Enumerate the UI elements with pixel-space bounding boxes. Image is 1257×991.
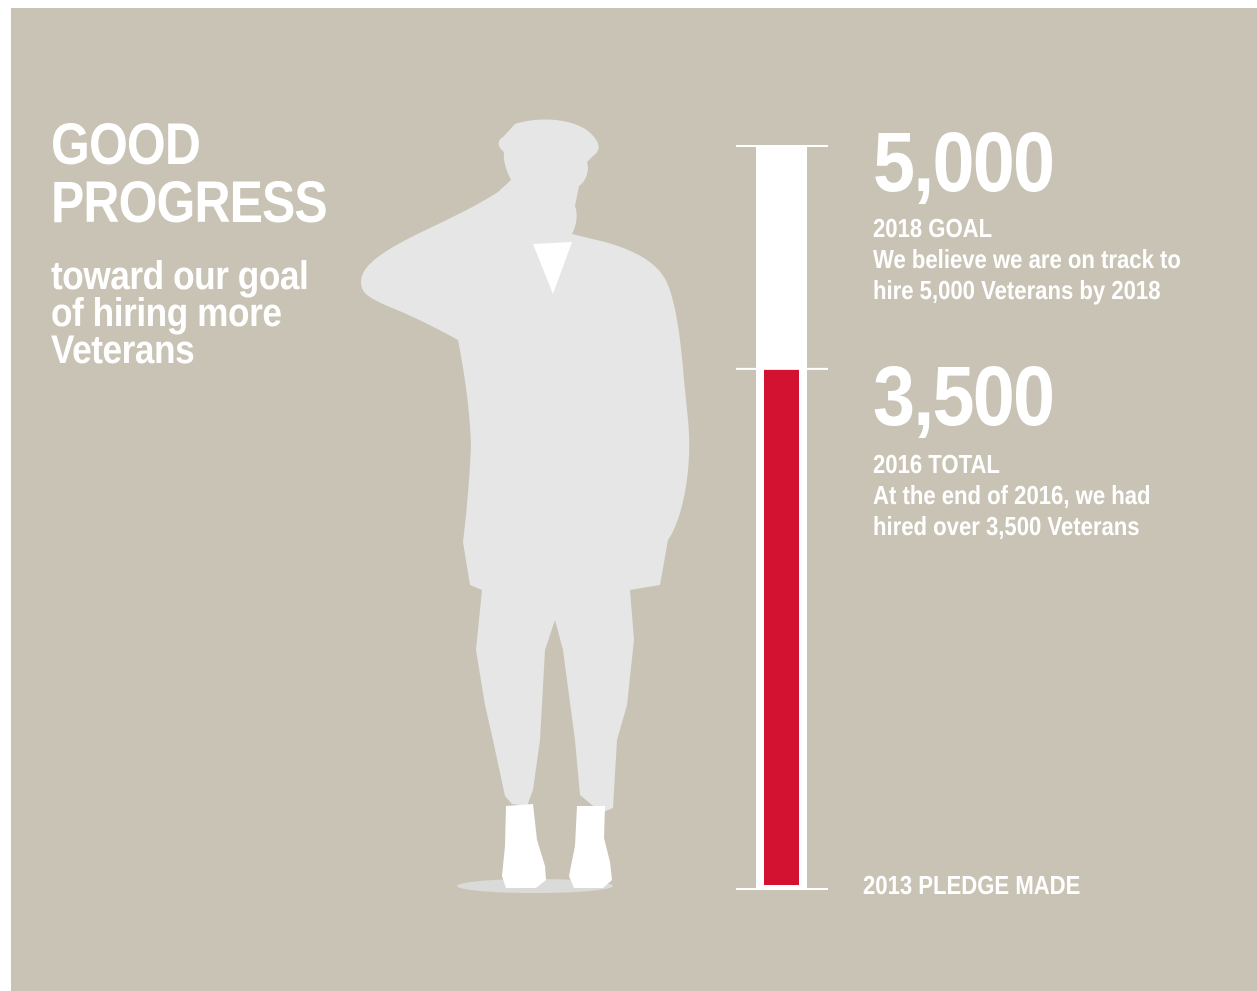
goal-heading: 2018 GOAL bbox=[873, 213, 993, 243]
total-text-line-2: hired over 3,500 Veterans bbox=[873, 511, 1140, 541]
headline-title-line-1: GOOD bbox=[51, 112, 201, 177]
saluting-soldier-silhouette-icon bbox=[360, 119, 690, 893]
progress-thermometer bbox=[736, 145, 828, 890]
soldier-body-shape bbox=[360, 119, 690, 812]
total-value-label: 3,500 bbox=[873, 349, 1055, 443]
soldier-left-boot bbox=[502, 804, 546, 888]
total-heading: 2016 TOTAL bbox=[873, 449, 1000, 479]
goal-text-line-1: We believe we are on track to bbox=[873, 244, 1181, 274]
goal-note: 2018 GOAL We believe we are on track to … bbox=[873, 213, 1213, 306]
headline-subtitle-line-2: of hiring more bbox=[51, 291, 282, 335]
total-text-line-1: At the end of 2016, we had bbox=[873, 480, 1151, 510]
goal-text-line-2: hire 5,000 Veterans by 2018 bbox=[873, 275, 1161, 305]
headline-title: GOOD PROGRESS bbox=[51, 112, 328, 235]
headline-title-line-2: PROGRESS bbox=[51, 170, 328, 235]
headline-subtitle-line-1: toward our goal bbox=[51, 254, 309, 298]
baseline-label: 2013 PLEDGE MADE bbox=[863, 870, 1081, 900]
goal-value-label: 5,000 bbox=[873, 115, 1055, 209]
total-note: 2016 TOTAL At the end of 2016, we had hi… bbox=[873, 449, 1213, 542]
thermometer-fill-bar bbox=[764, 368, 799, 885]
headline-subtitle-line-3: Veterans bbox=[51, 328, 195, 372]
soldier-collar bbox=[533, 242, 572, 294]
headline-subtitle: toward our goal of hiring more Veterans bbox=[51, 254, 368, 372]
soldier-right-boot bbox=[569, 806, 612, 888]
